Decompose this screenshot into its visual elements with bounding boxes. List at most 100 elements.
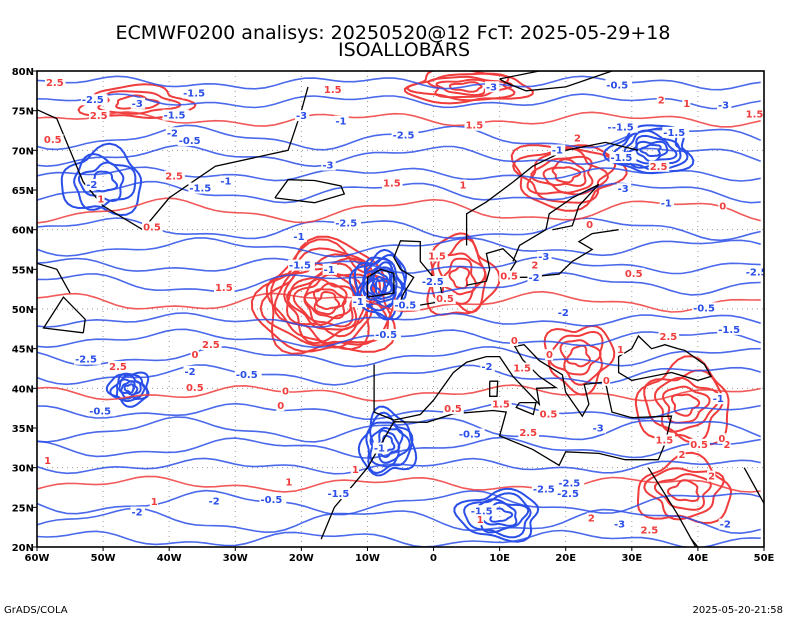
contour-line <box>559 339 602 376</box>
contour-label-background <box>435 293 456 305</box>
contour-label-background <box>294 110 310 122</box>
contour-label-background <box>717 323 745 335</box>
footer-right: 2025-05-20-21:58 <box>692 605 783 616</box>
contour-line <box>285 262 366 338</box>
coastline <box>617 334 713 382</box>
contour-label: 2.5 <box>46 78 64 89</box>
contour-label-background <box>464 119 486 131</box>
contour-label-background <box>391 129 419 141</box>
contour-line <box>109 372 150 403</box>
lon-tick-label: 20E <box>555 553 576 564</box>
contour-label-background <box>711 393 727 405</box>
contour-label-background <box>557 477 585 489</box>
contour-label-background <box>718 200 727 212</box>
contour-label-background <box>616 183 632 195</box>
contour-label: -2 <box>86 180 97 191</box>
contour-line <box>259 247 390 347</box>
contour-label-background <box>530 259 539 271</box>
contour-label: -1.5 <box>189 184 211 195</box>
contour-label-background <box>656 94 665 106</box>
contour-label-background <box>609 152 637 164</box>
contour-label: 0.5 <box>436 294 454 305</box>
contour-label-background <box>188 182 216 194</box>
contour-label: -2 <box>528 273 539 284</box>
lat-tick-label: 65N <box>12 186 34 197</box>
contour-label-background <box>292 231 307 243</box>
coastline <box>515 401 537 416</box>
contour-label-background <box>550 144 566 156</box>
contour-label: -3 <box>132 99 143 110</box>
contour-line <box>270 238 396 355</box>
contour-label: -1 <box>324 265 335 276</box>
contour-line <box>37 384 761 402</box>
contour-label: 1 <box>352 465 359 476</box>
lat-tick-label: 40N <box>12 384 34 395</box>
contour-line <box>653 376 721 433</box>
contour-label-background <box>184 381 206 393</box>
contour-label: 1.5 <box>215 283 233 294</box>
contour-line <box>653 473 712 511</box>
contour-line <box>114 94 161 110</box>
contour-label-background <box>44 76 66 88</box>
contour-label: -1 <box>353 297 364 308</box>
contour-label: -3 <box>618 184 629 195</box>
contour-label: 0 <box>586 220 593 231</box>
contour-label: -1 <box>335 117 346 128</box>
longitude-axis: 60W 50W 40W 30W 20W 10W 0 10E 20E 30E 40E 50E <box>25 547 775 564</box>
contour-label: -1 <box>293 232 304 243</box>
contour-label: 2 <box>574 133 581 144</box>
contour-label-background <box>259 493 287 505</box>
contour-line <box>60 142 143 217</box>
contour-line <box>369 271 393 298</box>
coastline <box>366 268 395 298</box>
contour-label: 1.5 <box>324 85 342 96</box>
contour-label-background <box>149 496 158 508</box>
coastline <box>274 179 346 204</box>
coastline <box>499 71 613 92</box>
contour-line <box>73 152 137 211</box>
contour-label-background <box>722 439 731 451</box>
contour-line <box>510 144 628 212</box>
contour-label: 1 <box>151 497 158 508</box>
contour-label-background <box>42 134 64 146</box>
contour-label: 2.5 <box>650 162 668 173</box>
contour-label-background <box>276 399 285 411</box>
lon-tick-label: 0 <box>430 553 437 564</box>
contour-label-background <box>573 132 582 144</box>
contour-line <box>123 383 135 394</box>
contour-label-background <box>556 306 572 318</box>
contour-label-background <box>351 296 367 308</box>
contour-line <box>37 402 761 421</box>
contour-label-background <box>80 94 108 106</box>
lat-tick-label: 55N <box>12 265 34 276</box>
contour-label: -1.5 <box>612 123 634 134</box>
lat-tick-label: 30N <box>12 464 34 475</box>
contour-line <box>463 492 532 539</box>
contour-label-background <box>623 267 645 279</box>
contour-line <box>250 235 397 353</box>
contour-label-background <box>538 408 560 420</box>
contour-line <box>37 529 761 547</box>
contour-line <box>37 312 761 328</box>
coastline <box>489 380 499 397</box>
contour-label: -2.5 <box>746 268 768 279</box>
contour-label: -1.5 <box>327 489 349 500</box>
contour-label: -0.5 <box>606 80 628 91</box>
contour-label-background <box>284 476 293 488</box>
contour-label: 0 <box>277 401 284 412</box>
lat-tick-label: 70N <box>12 146 34 157</box>
contour-line <box>37 416 762 443</box>
lon-tick-label: 20W <box>289 553 314 564</box>
contour-label-layer: -1.5-0.50.51.5-2.52.5-1-2-3120-1.5-0.50.… <box>42 76 768 537</box>
contour-label: 2.5 <box>109 362 127 373</box>
contour-label-background <box>480 361 495 373</box>
contour-label: 1.5 <box>428 251 446 262</box>
contour-line <box>359 257 404 309</box>
contour-label-background <box>662 126 690 138</box>
contour-label-background <box>499 270 520 282</box>
contour-label-background <box>648 160 670 172</box>
contour-label: -2 <box>167 128 178 139</box>
contour-line <box>303 278 355 326</box>
lat-tick-label: 25N <box>12 503 34 514</box>
contour-line <box>283 262 376 345</box>
